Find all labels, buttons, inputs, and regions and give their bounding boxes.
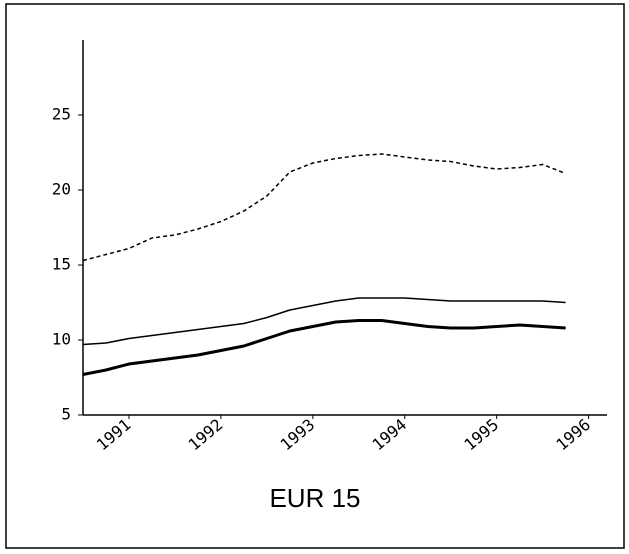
series-line [82,319,566,376]
x-tick-label: 1996 [552,415,594,454]
chart-title: EUR 15 [269,483,360,513]
y-tick-label: 20 [52,180,71,199]
x-tick-label: 1992 [185,415,227,454]
x-tick-label: 1991 [93,415,135,454]
y-tick-label: 15 [52,255,71,274]
y-tick-label: 5 [61,405,71,424]
frame [5,3,625,549]
x-tick-label: 1994 [368,415,410,454]
y-tick-label: 10 [52,330,71,349]
y-tick-label: 25 [52,105,71,124]
x-tick-label: 1995 [460,415,502,454]
series-line [82,153,566,262]
series-line [82,297,566,346]
x-tick-label: 1993 [277,415,319,454]
